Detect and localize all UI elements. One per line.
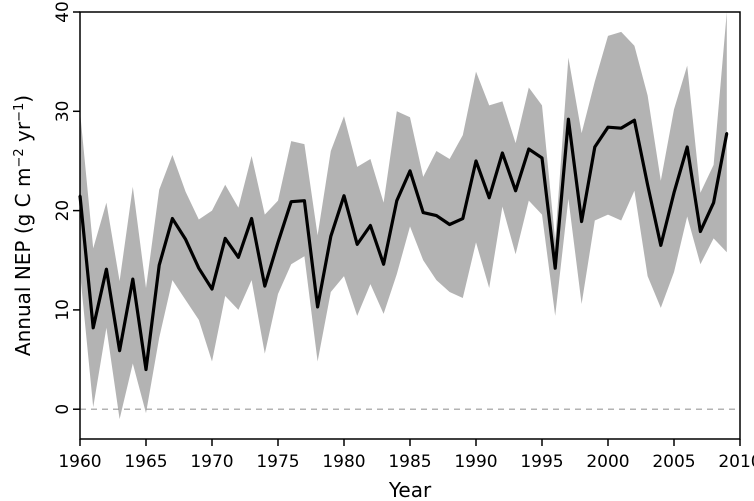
- data-point: [408, 169, 412, 173]
- data-point: [514, 189, 517, 192]
- data-point: [422, 211, 425, 214]
- data-point: [329, 235, 332, 238]
- data-point: [606, 125, 610, 129]
- y-tick-label: 30: [53, 100, 73, 122]
- data-point: [290, 200, 293, 203]
- data-point: [672, 191, 676, 194]
- data-point: [699, 230, 702, 233]
- data-point: [342, 194, 346, 197]
- data-point: [316, 305, 319, 309]
- data-point: [593, 145, 596, 149]
- x-tick-label: 2000: [586, 452, 629, 472]
- data-point: [105, 267, 108, 271]
- y-tick-label: 10: [53, 299, 73, 321]
- data-point: [303, 199, 306, 202]
- uncertainty-band-layer: [80, 12, 727, 420]
- y-axis-title-mid: yr: [11, 121, 35, 148]
- data-point: [501, 151, 504, 155]
- x-tick-label: 1975: [256, 452, 299, 472]
- data-point: [210, 287, 214, 291]
- x-tick-label: 1970: [190, 452, 233, 472]
- data-point: [659, 244, 662, 247]
- data-point: [712, 201, 715, 204]
- tick-layer: 1960 1965 1970 1975 1980 1985 1990 1995 2000 2005…: [53, 1, 754, 472]
- y-tick-label: 40: [53, 1, 73, 23]
- data-point: [250, 217, 253, 220]
- y-tick-label: 20: [53, 200, 73, 222]
- x-tick-label: 1985: [388, 452, 431, 472]
- data-point: [540, 156, 544, 160]
- data-point: [725, 131, 728, 135]
- data-point: [554, 267, 557, 270]
- data-point: [356, 243, 359, 246]
- data-point: [382, 263, 385, 266]
- x-tick-label: 1990: [454, 452, 497, 472]
- x-tick-label: 2005: [652, 452, 695, 472]
- data-point: [474, 159, 478, 163]
- x-tick-label: 1980: [322, 452, 365, 472]
- data-point: [224, 237, 227, 240]
- data-point: [158, 264, 161, 267]
- data-point: [184, 238, 187, 241]
- data-point: [527, 147, 530, 151]
- mean-line-layer: [78, 117, 729, 372]
- data-point: [197, 267, 200, 270]
- data-point: [237, 256, 240, 259]
- y-axis-title-suffix: ): [11, 95, 35, 103]
- data-point: [686, 145, 689, 149]
- data-point: [461, 217, 464, 220]
- data-point: [144, 368, 148, 371]
- y-axis-title-exponent-2: −1: [12, 103, 27, 122]
- y-tick-label: 0: [53, 404, 73, 415]
- y-axis-title-exponent-1: −2: [12, 148, 27, 167]
- data-point: [580, 220, 583, 223]
- data-point: [620, 126, 623, 130]
- series-line: [78, 117, 729, 372]
- uncertainty-band: [80, 12, 727, 420]
- data-point: [567, 118, 570, 121]
- data-point: [646, 183, 649, 186]
- y-axis-title: Annual NEP (g C m−2 yr−1): [11, 95, 35, 356]
- x-tick-label: 1960: [58, 452, 101, 472]
- data-point: [633, 119, 636, 122]
- data-point: [369, 224, 372, 227]
- x-tick-label: 1995: [520, 452, 563, 472]
- data-point: [131, 277, 134, 281]
- x-axis-title: Year: [388, 478, 432, 501]
- data-point: [92, 326, 95, 329]
- data-point: [448, 223, 451, 226]
- data-point: [488, 196, 491, 199]
- data-point: [435, 214, 438, 217]
- data-point: [118, 349, 121, 352]
- y-axis-title-prefix: Annual NEP (g C m: [11, 168, 35, 357]
- data-point: [395, 199, 398, 202]
- x-tick-label: 1965: [124, 452, 167, 472]
- data-point: [263, 284, 266, 288]
- data-point: [276, 241, 280, 244]
- data-point: [171, 217, 174, 220]
